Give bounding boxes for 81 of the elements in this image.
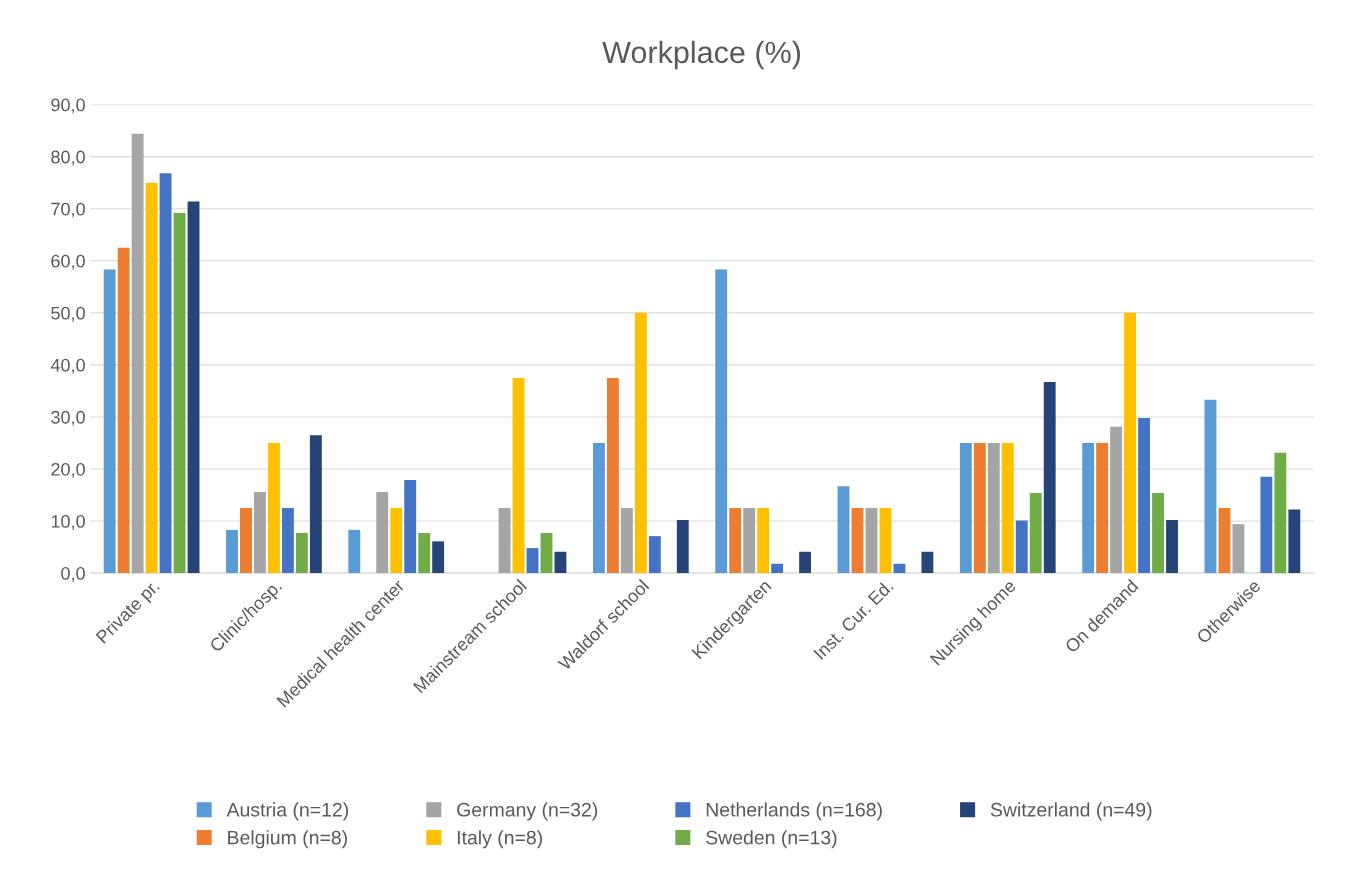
bar [295,533,308,574]
y-tick-label: 70,0 [51,202,85,218]
legend-label: Austria (n=12) [226,802,349,821]
bar [1218,508,1231,574]
bar [959,442,972,574]
bar [851,508,864,574]
legend-label: Sweden (n=13) [706,830,837,849]
bar [1015,520,1028,574]
bar [1043,382,1056,574]
y-tick-label: 20,0 [51,462,85,478]
bar [498,508,511,574]
bar [554,551,567,574]
bar [1001,442,1014,574]
bar [226,529,238,574]
bar [512,377,525,574]
bar [103,269,116,574]
legend-label: Germany (n=32) [457,802,598,821]
y-tick-label: 40,0 [50,358,85,374]
y-tick-label: 60,0 [51,254,85,270]
bar [348,529,361,574]
y-tick-label: 30,0 [51,410,85,426]
bar [837,486,850,574]
bar [418,533,431,574]
chart-title: Workplace (%) [602,40,801,70]
bar [309,435,322,574]
bar [743,508,756,574]
bar [187,201,200,574]
bar [676,520,689,574]
bar [267,442,280,574]
legend-label: Italy (n=8) [457,830,542,849]
bar [1232,524,1245,574]
bar [1029,492,1042,574]
x-tick-label: Inst. Cur. Ed. [812,579,894,660]
bar [634,312,647,574]
bar [729,508,742,574]
bar [973,442,986,574]
bar [1166,520,1178,574]
y-tick-label: 90,0 [51,98,85,114]
legend-label: Belgium (n=8) [228,830,347,849]
bar [1274,452,1287,574]
bar [117,247,130,574]
bar [145,182,158,574]
bar [715,269,728,574]
bar [987,442,1000,574]
y-tick-label: 0,0 [61,567,85,582]
bar [1152,492,1164,574]
bar [1110,426,1123,574]
y-tick-label: 80,0 [51,150,85,166]
bar [432,541,445,574]
bar [1124,312,1137,574]
bar [1082,442,1095,574]
bar [799,551,812,574]
legend-label: Switzerland (n=49) [990,802,1152,821]
bar [921,551,934,574]
bar [254,491,266,574]
bar [376,491,389,574]
bar [1096,442,1109,574]
y-tick-label: 50,0 [51,306,85,322]
bar [526,548,539,574]
bar [592,442,605,574]
bar [281,508,294,574]
bar [1204,399,1217,574]
bar [620,508,633,574]
bar [606,377,619,574]
bar [131,133,144,574]
y-tick-label: 10,0 [51,514,85,530]
bar [240,508,252,574]
bar [1138,417,1150,574]
bar [173,212,186,574]
bar [1288,509,1301,574]
bar [865,508,878,574]
bar [771,563,784,574]
bar [1260,476,1273,574]
bar [159,173,172,574]
bar [648,536,661,574]
legend-label: Netherlands (n=168) [706,802,882,821]
bar [879,508,892,574]
bar [540,533,553,574]
bar [404,479,417,574]
bar [757,508,770,574]
bar [390,508,403,574]
